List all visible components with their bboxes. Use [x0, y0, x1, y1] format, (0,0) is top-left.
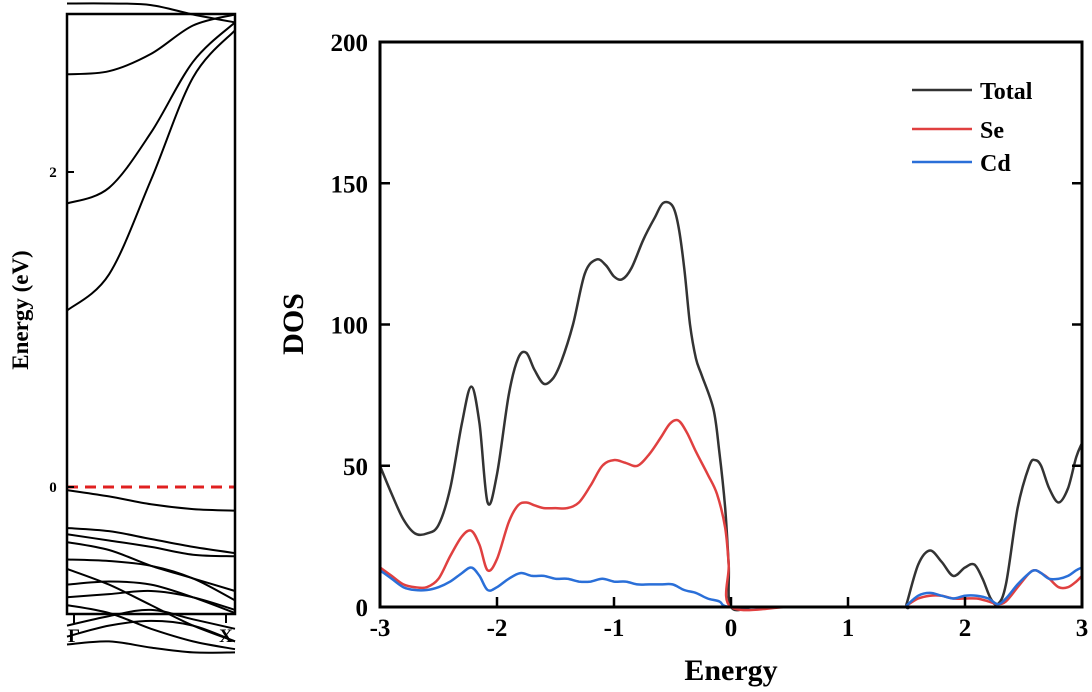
band-line-3	[66, 21, 236, 205]
dos-series-se	[379, 418, 1083, 612]
dos-yticks: 0 50 100 150 200	[331, 30, 1082, 622]
band-line-9	[66, 558, 236, 602]
band-line-1	[66, 2, 236, 24]
band-line-12	[66, 589, 236, 611]
band-xtick-label-x: X	[219, 626, 233, 647]
band-lines	[66, 2, 236, 654]
dos-lines	[378, 200, 1084, 612]
band-line-14	[66, 608, 236, 630]
band-line-6	[66, 527, 236, 555]
band-ytick-label-0: 0	[49, 480, 57, 496]
dos-xtick-label: 0	[725, 615, 738, 642]
dos-ytick-label: 150	[331, 171, 369, 198]
dos-legend: Total Se Cd	[912, 79, 1033, 177]
legend-label-se: Se	[980, 118, 1004, 144]
dos-xtick-label: 2	[959, 615, 972, 642]
band-line-13	[66, 604, 236, 651]
band-plot-frame	[65, 12, 237, 616]
dos-xtick-label: -1	[604, 615, 625, 642]
band-xtick-label-gamma: Γ	[68, 626, 80, 647]
band-line-11	[66, 580, 236, 614]
dos-ylabel: DOS	[277, 293, 310, 355]
band-line-5	[66, 489, 236, 512]
dos-xticks: -3 -2 -1 0 1 2 3	[370, 597, 1089, 642]
legend-label-cd: Cd	[980, 151, 1011, 177]
dos-xtick-label: -2	[487, 615, 508, 642]
dos-xtick-label: 3	[1076, 615, 1089, 642]
dos-series-cd	[379, 566, 1083, 609]
band-line-2	[66, 13, 236, 76]
band-line-10	[66, 567, 236, 643]
band-line-7	[66, 533, 236, 558]
dos-series-total	[378, 200, 1084, 612]
dos-ytick-label: 200	[331, 30, 369, 57]
dos-xtick-label: 1	[842, 615, 855, 642]
band-line-4	[66, 29, 236, 312]
dos-plot-frame	[378, 40, 1084, 609]
dos-xlabel: Energy	[684, 654, 777, 687]
band-line-16	[66, 640, 236, 654]
dos-ytick-label: 0	[356, 595, 369, 622]
dos-xtick-label: -3	[370, 615, 391, 642]
band-line-15	[66, 619, 236, 643]
band-structure-panel: 2 0 Γ X Energy (eV)	[8, 2, 237, 654]
dos-ytick-label: 50	[343, 454, 368, 481]
dos-panel: -3 -2 -1 0 1 2 3 0 50 100 150 200 Energy DOS Total…	[277, 30, 1088, 687]
legend-label-total: Total	[980, 79, 1033, 105]
dos-ytick-label: 100	[331, 313, 369, 340]
band-ylabel: Energy (eV)	[8, 250, 33, 369]
band-ytick-label-2: 2	[49, 165, 57, 181]
